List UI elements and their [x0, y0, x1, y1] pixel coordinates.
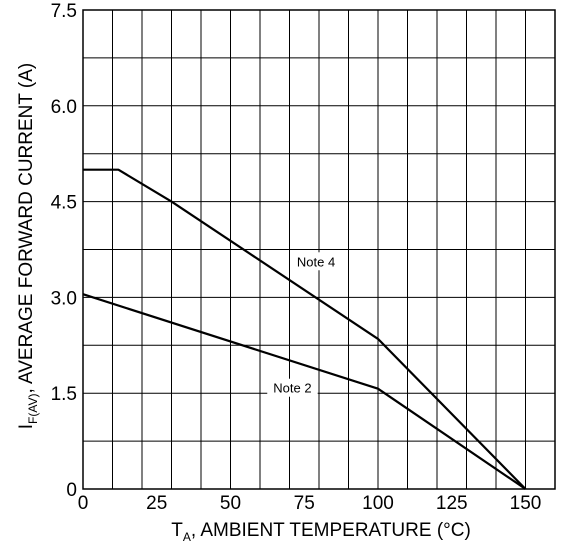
x-axis-label-main: T	[171, 520, 183, 541]
tick-labels: 0 25 50 75 100 125 150 0 1.5 3.0 4.5 6.0 7.5	[51, 1, 542, 514]
grid	[82, 9, 556, 490]
annotation: Note 2	[267, 378, 318, 397]
y-tick-label: 3.0	[51, 288, 77, 309]
y-tick-label: 4.5	[51, 193, 77, 214]
annotation-bg	[290, 252, 342, 271]
x-tick-label: 75	[294, 493, 315, 514]
y-axis-label: IF(AV), AVERAGE FORWARD CURRENT (A)	[16, 63, 40, 430]
annotation-bg	[267, 378, 318, 397]
annotations: Note 4 Note 2	[267, 252, 342, 397]
annotation: Note 4	[290, 252, 342, 271]
x-axis-label-sub: A	[183, 530, 191, 544]
y-axis-label-rest: , AVERAGE FORWARD CURRENT (A)	[16, 63, 37, 394]
x-tick-label: 100	[362, 493, 394, 514]
x-tick-label: 25	[146, 493, 167, 514]
annotation-text: Note 2	[273, 381, 311, 396]
x-axis-label-rest: , AMBIENT TEMPERATURE (°C)	[191, 520, 471, 541]
y-tick-label: 1.5	[51, 384, 77, 405]
y-axis-label-sub: F(AV)	[26, 394, 40, 424]
y-tick-label: 6.0	[51, 97, 77, 118]
y-tick-label: 0	[66, 480, 77, 501]
y-tick-label: 7.5	[51, 1, 77, 22]
series	[82, 168, 527, 490]
x-axis-label: TA, AMBIENT TEMPERATURE (°C)	[171, 520, 471, 544]
x-tick-label: 150	[510, 493, 542, 514]
series-line-note-4	[83, 168, 527, 490]
series-line-note-2	[82, 293, 527, 490]
x-tick-label: 50	[220, 493, 241, 514]
y-axis-label-main: I	[16, 424, 37, 429]
x-tick-label: 0	[78, 493, 89, 514]
annotation-text: Note 4	[297, 254, 335, 269]
plot-frame	[82, 9, 556, 490]
x-tick-label: 125	[436, 493, 468, 514]
